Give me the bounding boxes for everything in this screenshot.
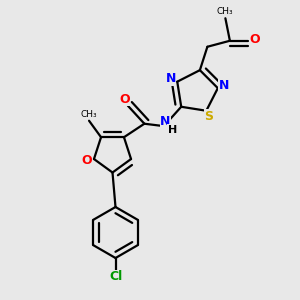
Text: N: N [160,115,170,128]
Text: O: O [81,154,92,167]
Text: Cl: Cl [109,270,122,284]
Text: N: N [166,72,176,85]
Text: CH₃: CH₃ [217,7,233,16]
Text: O: O [249,33,260,46]
Text: O: O [119,93,130,106]
Text: H: H [168,125,177,135]
Text: S: S [204,110,213,123]
Text: CH₃: CH₃ [80,110,97,118]
Text: N: N [219,79,229,92]
